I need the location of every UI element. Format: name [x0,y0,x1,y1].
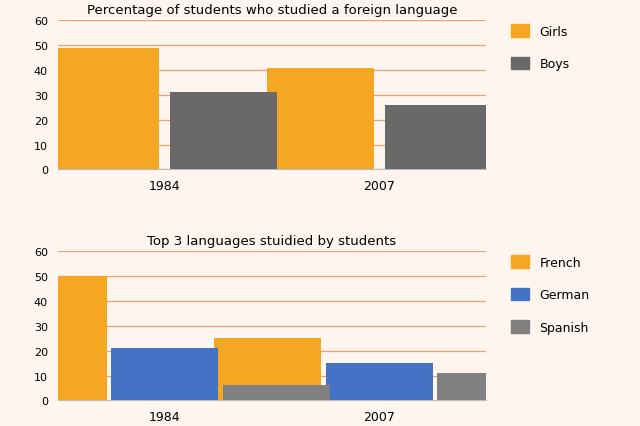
Bar [223,386,330,400]
Bar [326,363,433,400]
Title: Percentage of students who studied a foreign language: Percentage of students who studied a for… [87,4,457,17]
Bar [111,348,218,400]
Bar [267,69,374,170]
Legend: Girls, Boys: Girls, Boys [506,20,574,76]
Bar [437,373,544,400]
Legend: French, German, Spanish: French, German, Spanish [506,250,595,339]
Bar [385,106,492,170]
Bar [0,276,107,400]
Bar [52,49,159,170]
Bar [170,93,277,170]
Bar [214,339,321,400]
Title: Top 3 languages stuidied by students: Top 3 languages stuidied by students [147,235,397,248]
